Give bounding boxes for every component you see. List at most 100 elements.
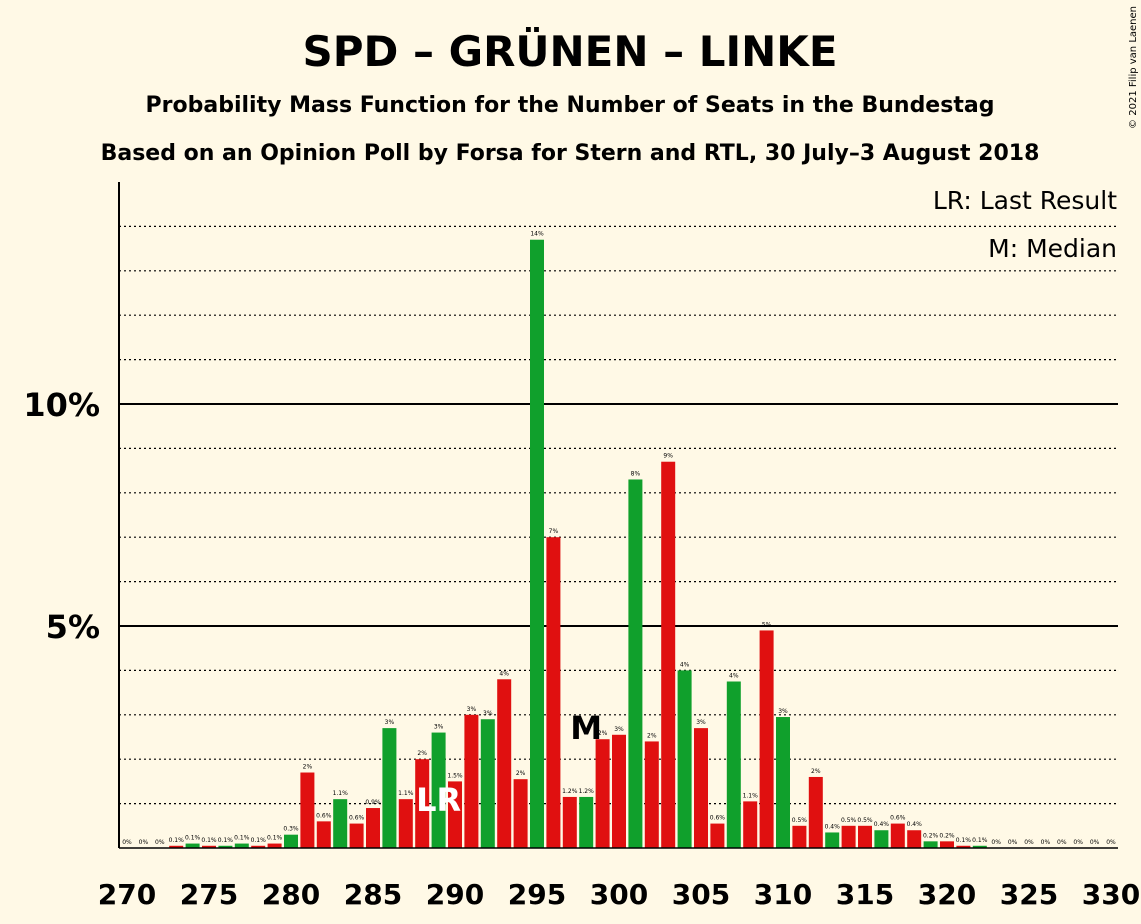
bar-label-seat-292: 3% bbox=[483, 710, 493, 717]
bar-label-seat-306: 0.6% bbox=[710, 815, 726, 822]
bar-label-seat-330: 0% bbox=[1106, 839, 1116, 846]
markers: LR M bbox=[416, 709, 602, 819]
bar-label-seat-294: 2% bbox=[516, 770, 526, 777]
bar-label-seat-284: 0.6% bbox=[349, 815, 365, 822]
bar-label-seat-323: 0% bbox=[991, 839, 1001, 846]
bar-seat-319 bbox=[923, 841, 938, 848]
bar-label-seat-296: 7% bbox=[549, 528, 559, 535]
bar-seat-283 bbox=[333, 799, 348, 848]
bar-seat-291 bbox=[464, 714, 479, 848]
bar-seat-322 bbox=[972, 845, 987, 848]
bar-seat-313 bbox=[825, 832, 840, 848]
bar-label-seat-286: 3% bbox=[385, 719, 395, 726]
bar-seat-286 bbox=[382, 728, 397, 848]
bar-seat-277 bbox=[234, 843, 249, 848]
last-result-marker: LR bbox=[416, 781, 461, 819]
axes bbox=[118, 182, 1118, 849]
legend-last-result: LR: Last Result bbox=[933, 186, 1117, 215]
bar-label-seat-314: 0.5% bbox=[841, 817, 857, 824]
bar-seat-278 bbox=[251, 845, 266, 848]
bar-seat-275 bbox=[202, 845, 216, 848]
bar-seat-285 bbox=[366, 808, 380, 848]
gridlines bbox=[119, 225, 1118, 805]
bar-label-seat-279: 0.1% bbox=[267, 835, 283, 842]
chart-title: SPD – GRÜNEN – LINKE bbox=[302, 26, 837, 76]
bar-label-seat-305: 3% bbox=[696, 719, 706, 726]
bar-seat-314 bbox=[841, 825, 856, 848]
x-tick-label: 295 bbox=[508, 878, 566, 911]
bar-seat-289 bbox=[431, 732, 446, 848]
bar-seat-273 bbox=[169, 845, 184, 848]
bar-label-seat-276: 0.1% bbox=[218, 837, 234, 844]
x-tick-label: 310 bbox=[754, 878, 812, 911]
bar-label-seat-280: 0.3% bbox=[283, 826, 299, 833]
bar-seat-288 bbox=[415, 759, 430, 848]
chart-subtitle: Probability Mass Function for the Number… bbox=[146, 93, 995, 118]
bar-label-seat-321: 0.1% bbox=[956, 837, 972, 844]
bar-label-seat-299: 2% bbox=[598, 730, 608, 737]
bar-seat-276 bbox=[218, 845, 233, 848]
bar-label-seat-315: 0.5% bbox=[857, 817, 873, 824]
bar-label-seat-274: 0.1% bbox=[185, 835, 201, 842]
bar-seat-274 bbox=[185, 843, 200, 848]
bar-label-seat-277: 0.1% bbox=[234, 835, 250, 842]
bar-seat-321 bbox=[956, 845, 971, 848]
bar-seat-308 bbox=[743, 801, 758, 848]
bar-seat-284 bbox=[349, 823, 364, 848]
bar-label-seat-293: 4% bbox=[499, 670, 509, 677]
bar-seat-281 bbox=[300, 772, 315, 848]
bar-seat-320 bbox=[940, 841, 954, 848]
bar-label-seat-302: 2% bbox=[647, 732, 657, 739]
x-tick-label: 325 bbox=[1000, 878, 1058, 911]
bar-label-seat-275: 0.1% bbox=[201, 837, 217, 844]
bar-seat-280 bbox=[284, 834, 298, 848]
bar-seat-301 bbox=[628, 479, 643, 848]
bar-seat-305 bbox=[694, 728, 708, 848]
bar-label-seat-324: 0% bbox=[1008, 839, 1018, 846]
bar-label-seat-317: 0.6% bbox=[890, 815, 906, 822]
x-tick-label: 330 bbox=[1082, 878, 1140, 911]
bar-label-seat-303: 9% bbox=[663, 453, 673, 460]
bar-label-seat-326: 0% bbox=[1041, 839, 1051, 846]
bar-seat-282 bbox=[316, 821, 331, 848]
bar-label-seat-290: 1.5% bbox=[447, 772, 463, 779]
bar-label-seat-273: 0.1% bbox=[169, 837, 185, 844]
copyright-credit: © 2021 Filip van Laenen bbox=[1128, 6, 1139, 129]
bar-value-labels: 0% 0% 0% 0.1% 0.1% 0.1% 0.1% 0.1% 0.1% 0.1%0.3%2%… bbox=[122, 231, 1116, 846]
bar-label-seat-309: 5% bbox=[762, 621, 772, 628]
bar-label-seat-285: 0.9% bbox=[365, 799, 381, 806]
bar-label-seat-270: 0% bbox=[122, 839, 132, 846]
x-tick-label: 305 bbox=[672, 878, 730, 911]
bar-label-seat-271: 0% bbox=[139, 839, 149, 846]
bar-label-seat-297: 1.2% bbox=[562, 788, 578, 795]
bar-label-seat-301: 8% bbox=[631, 470, 641, 477]
bar-label-seat-300: 3% bbox=[614, 726, 624, 733]
bar-seat-317 bbox=[890, 823, 905, 848]
bar-label-seat-329: 0% bbox=[1090, 839, 1100, 846]
bar-seat-297 bbox=[562, 796, 577, 848]
bar-seat-318 bbox=[907, 830, 922, 848]
bar-label-seat-327: 0% bbox=[1057, 839, 1067, 846]
bar-seat-315 bbox=[858, 825, 872, 848]
y-tick-label: 5% bbox=[46, 608, 100, 646]
x-tick-label: 280 bbox=[262, 878, 320, 911]
bar-seat-316 bbox=[874, 830, 889, 848]
bar-seat-295 bbox=[530, 239, 544, 849]
chart-source-line: Based on an Opinion Poll by Forsa for St… bbox=[101, 141, 1040, 166]
median-marker: M bbox=[570, 709, 602, 747]
bar-seat-296 bbox=[546, 537, 561, 848]
bar-seat-298 bbox=[579, 796, 594, 848]
x-tick-labels: 270 275 280 285 290 295 300 305 310 315 320 325 330 bbox=[98, 878, 1140, 911]
bar-label-seat-307: 4% bbox=[729, 673, 739, 680]
x-tick-label: 320 bbox=[918, 878, 976, 911]
x-tick-label: 285 bbox=[344, 878, 402, 911]
bar-label-seat-298: 1.2% bbox=[579, 788, 595, 795]
x-tick-label: 315 bbox=[836, 878, 894, 911]
bar-label-seat-316: 0.4% bbox=[874, 821, 890, 828]
bar-seat-290 bbox=[448, 781, 462, 848]
bar-seat-309 bbox=[759, 630, 774, 848]
bar-label-seat-318: 0.4% bbox=[907, 821, 923, 828]
bar-label-seat-312: 2% bbox=[811, 768, 821, 775]
bar-seat-279 bbox=[267, 843, 282, 848]
bar-label-seat-325: 0% bbox=[1024, 839, 1034, 846]
